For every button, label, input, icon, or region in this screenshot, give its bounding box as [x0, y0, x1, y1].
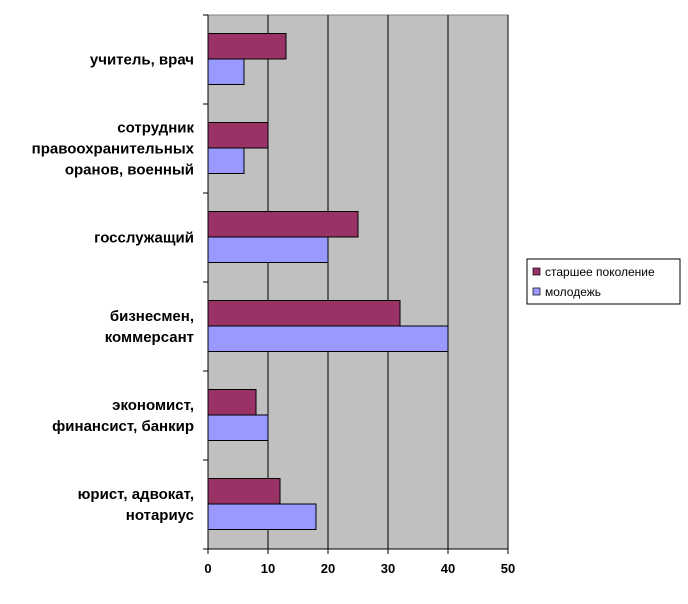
- category-label-line: оранов, военный: [65, 162, 194, 179]
- legend-label-older: старшее поколение: [545, 265, 655, 279]
- bar-youth: [207, 325, 449, 352]
- category-label-line: финансист, банкир: [52, 418, 194, 435]
- category-label: госслужащий: [94, 230, 194, 247]
- x-tick-label: 50: [501, 561, 515, 576]
- bar-youth: [207, 58, 245, 85]
- category-label: юрист, адвокат, нотариус: [78, 486, 194, 524]
- category-label-line: юрист, адвокат,: [78, 486, 194, 503]
- bar-youth: [207, 503, 317, 530]
- category-label: экономист, финансист, банкир: [52, 397, 194, 435]
- category-label-line: правоохранительных: [32, 141, 195, 158]
- category-label: бизнесмен, коммерсант: [105, 308, 194, 346]
- bars: [207, 33, 449, 530]
- bar-older: [207, 300, 401, 327]
- x-tick-label: 10: [261, 561, 275, 576]
- category-label-line: учитель, врач: [90, 52, 194, 69]
- plot-area: [207, 14, 509, 550]
- category-label-line: сотрудник: [117, 120, 194, 137]
- legend: старшее поколение молодежь: [526, 258, 681, 305]
- category-label-line: коммерсант: [105, 329, 194, 346]
- category-label-line: госслужащий: [94, 230, 194, 247]
- legend-box: [526, 258, 681, 305]
- category-label-line: нотариус: [126, 507, 194, 524]
- gridlines: [267, 15, 509, 549]
- bar-youth: [207, 147, 245, 174]
- category-label-line: бизнесмен,: [110, 308, 194, 325]
- bar-youth: [207, 236, 329, 263]
- category-label: сотрудник правоохранительных оранов, военн…: [32, 120, 195, 179]
- legend-swatch-youth: [532, 287, 541, 296]
- x-tick-label: 40: [441, 561, 455, 576]
- x-tick-label: 20: [321, 561, 335, 576]
- legend-label-youth: молодежь: [545, 285, 601, 299]
- x-tick-labels: 0 10 20 30 40 50: [204, 561, 515, 576]
- bar-older: [207, 33, 287, 60]
- bar-youth: [207, 414, 269, 441]
- x-tick-label: 30: [381, 561, 395, 576]
- category-labels: учитель, врач сотрудник правоохранительных…: [32, 52, 195, 525]
- axes: [203, 14, 509, 554]
- category-label-line: экономист,: [112, 397, 194, 414]
- bar-older: [207, 122, 269, 149]
- category-label: учитель, врач: [90, 52, 194, 69]
- legend-swatch-older: [532, 267, 541, 276]
- x-tick-label: 0: [204, 561, 211, 576]
- bar-older: [207, 478, 281, 505]
- bar-older: [207, 389, 257, 416]
- bar-older: [207, 211, 359, 238]
